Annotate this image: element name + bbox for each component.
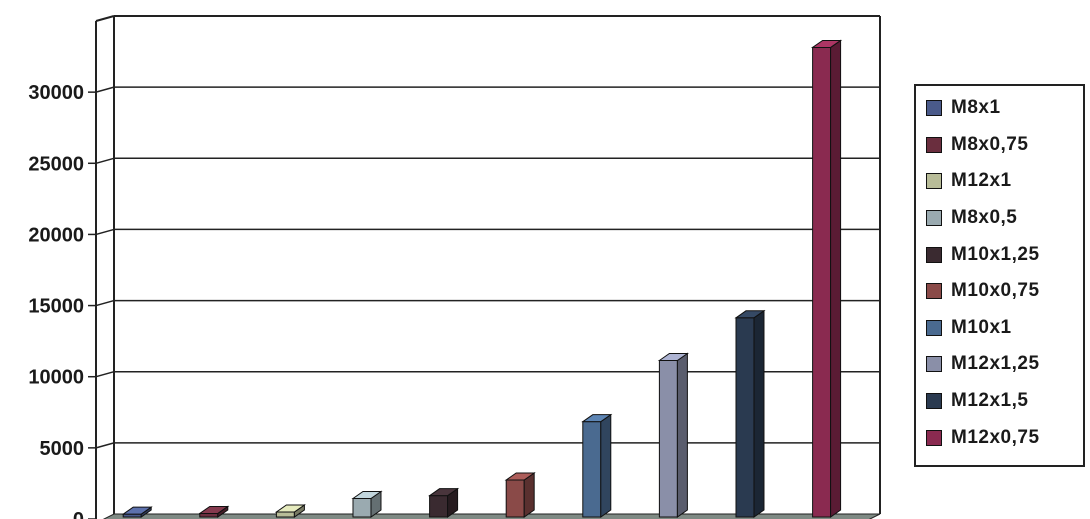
bar-front [429,495,449,518]
bar-side [523,472,535,518]
legend-label: M12x1,25 [951,353,1040,375]
bar-front [275,511,295,518]
legend-swatch [926,319,942,336]
legend-label: M12x1 [951,170,1012,192]
bar-front [658,359,678,518]
bar-side [830,39,842,518]
legend-label: M8x0,5 [951,207,1018,229]
y-tick-label: 30000 [28,82,84,104]
bar-m8x0-5 [351,490,383,518]
legend-label: M8x1 [951,97,1001,119]
legend-label: M12x1,5 [951,390,1029,412]
legend-label: M10x1,25 [951,243,1040,265]
legend-swatch [926,356,942,373]
gridlines [95,86,880,449]
bar-top [581,414,613,423]
chart-floor [102,513,881,519]
legend-swatch [926,393,942,410]
bar-m12x0-75 [811,39,843,518]
legend-item: M8x0,75 [916,127,1083,164]
bar-m12x1-5 [734,309,766,518]
bar-front [505,479,525,518]
legend: M8x1 M8x0,75 M12x1 M8x0,5 M10x1,25 M10x0,75 M1… [914,84,1085,467]
legend-item: M12x1,5 [916,383,1083,420]
bar-top [428,488,460,497]
bar-top [198,505,230,514]
bar-m12x1-25 [657,352,689,518]
legend-item: M10x1 [916,310,1083,347]
legend-item: M8x1 [916,90,1083,127]
bar-m10x1-25 [428,487,460,518]
legend-swatch [926,429,942,446]
bar-chart: 0 5000 10000 15000 20000 25000 30000 [28,15,881,519]
legend-label: M8x0,75 [951,133,1029,155]
bars [121,39,843,518]
gridline-side [95,442,115,449]
gridline-side [95,299,115,307]
legend-item: M12x1 [916,163,1083,200]
gridline-side [95,370,115,378]
y-tick-label: 20000 [28,224,84,246]
y-tick-label: 15000 [28,296,84,318]
bar-side [600,413,612,518]
legend-item: M10x1,25 [916,236,1083,273]
legend-label: M10x1 [951,316,1012,338]
y-tick-label: 5000 [40,438,85,460]
gridline-side [95,86,115,93]
legend-swatch [926,136,942,153]
legend-swatch [926,100,942,117]
side-wall-top-edge [95,15,115,22]
bar-top [121,506,153,515]
legend-item: M12x1,25 [916,346,1083,383]
legend-label: M10x0,75 [951,280,1040,302]
bar-front [352,498,372,518]
bar-m10x0-75 [504,472,536,518]
bar-side [753,309,765,518]
y-axis-ticks: 0 5000 10000 15000 20000 25000 30000 [28,82,84,519]
bar-m8x0-75 [198,505,230,518]
bar-m12x1 [274,504,306,518]
bar-front [735,317,755,518]
bar-top [657,352,689,361]
bar-side [676,352,688,518]
legend-swatch [926,173,942,190]
y-tick-label: 0 [73,509,84,519]
bar-top [811,39,843,48]
bar-top [351,491,383,500]
legend-item: M10x0,75 [916,273,1083,310]
bar-top [504,472,536,481]
bar-m10x1 [581,413,613,518]
axes [88,15,881,519]
legend-label: M12x0,75 [951,426,1040,448]
legend-item: M8x0,5 [916,200,1083,237]
gridline-side [95,228,115,236]
bar-front [812,46,832,518]
legend-swatch [926,246,942,263]
bar-top [274,504,306,513]
legend-swatch [926,283,942,300]
legend-swatch [926,210,942,227]
gridline-side [95,157,115,165]
y-tick-label: 25000 [28,153,84,175]
bar-front [199,512,219,518]
bar-m8x1 [121,506,153,518]
bar-front [582,421,602,518]
bar-top [734,310,766,319]
y-tick-label: 10000 [28,367,84,389]
legend-item: M12x0,75 [916,419,1083,456]
